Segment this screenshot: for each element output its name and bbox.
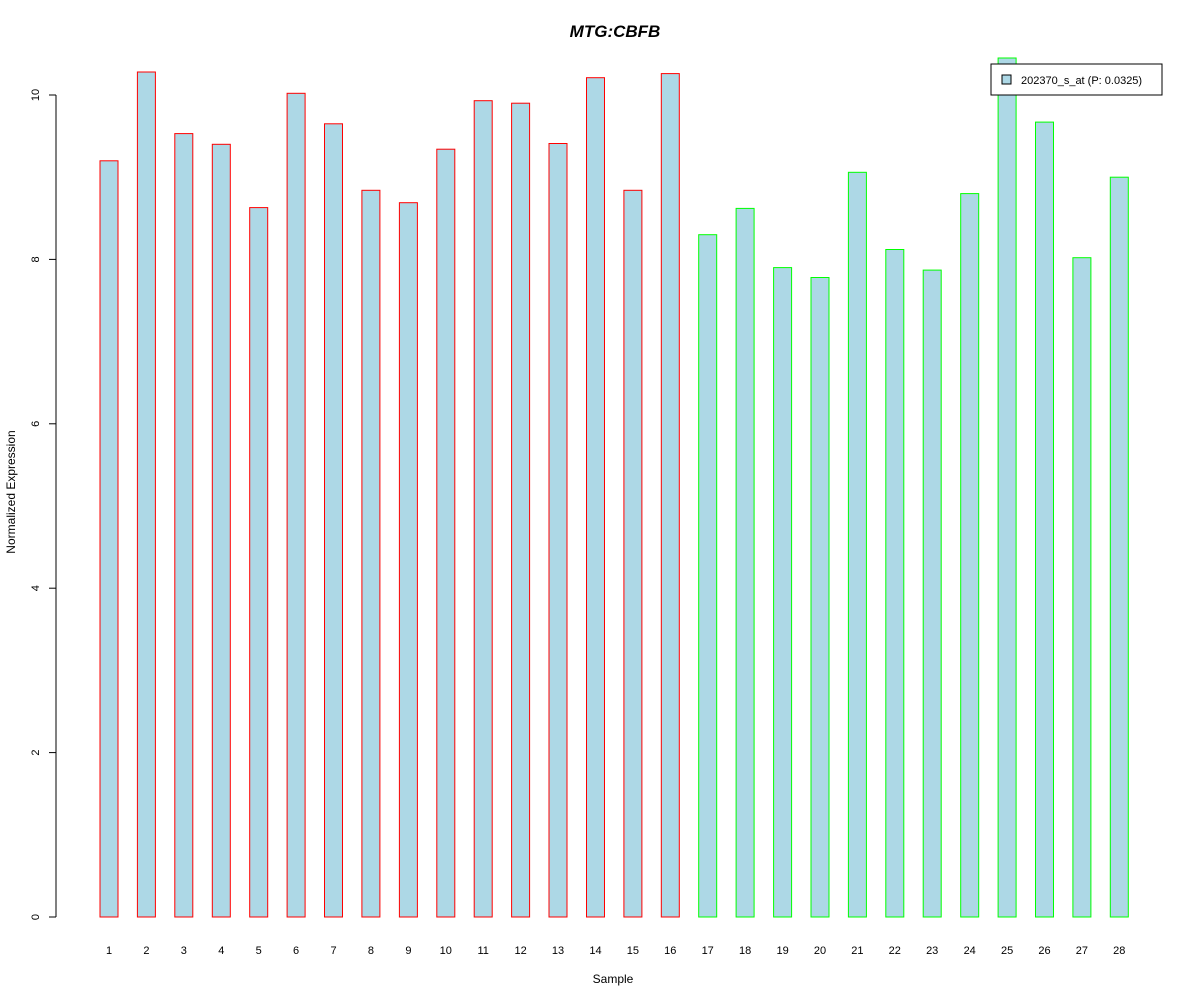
- bar-sample-20: [810, 277, 830, 918]
- legend-swatch: [1001, 74, 1012, 85]
- bar-sample-9: [398, 202, 418, 918]
- y-tick-label: 10: [30, 89, 42, 101]
- bars: [99, 57, 1129, 918]
- bar-sample-10: [436, 148, 456, 918]
- y-tick-label: 2: [30, 750, 42, 756]
- x-tick-label: 27: [1076, 945, 1088, 957]
- x-tick-label: 22: [889, 945, 901, 957]
- x-tick-label: 2: [143, 945, 149, 957]
- x-tick-label: 20: [814, 945, 826, 957]
- bar-sample-3: [174, 133, 194, 918]
- bar-sample-5: [249, 207, 269, 918]
- x-tick-labels: 1 2 3 4 5 6 7 8 9 10 11 12 13 14 15 16 17 18 19 20 21 22 23 24 2…: [106, 945, 1125, 957]
- x-tick-label: 26: [1038, 945, 1050, 957]
- bar-sample-27: [1072, 257, 1092, 918]
- bar-sample-28: [1109, 176, 1129, 918]
- y-axis: 0 2 4 6 8 10: [30, 89, 57, 920]
- x-tick-label: 10: [440, 945, 452, 957]
- legend-box: [990, 63, 1163, 96]
- x-tick-label: 3: [181, 945, 187, 957]
- x-tick-label: 5: [256, 945, 262, 957]
- bar-sample-12: [511, 102, 531, 918]
- bar-sample-24: [960, 193, 980, 918]
- x-tick-label: 13: [552, 945, 564, 957]
- bar-sample-6: [286, 92, 306, 918]
- x-tick-label: 21: [851, 945, 863, 957]
- bar-sample-15: [623, 189, 643, 918]
- y-tick-label: 8: [30, 256, 42, 262]
- y-tick-label: 0: [30, 914, 42, 920]
- bar-sample-19: [773, 267, 793, 918]
- x-tick-label: 19: [776, 945, 788, 957]
- x-tick-label: 28: [1113, 945, 1125, 957]
- chart-title: MTG:CBFB: [570, 22, 661, 41]
- bar-sample-1: [99, 160, 119, 918]
- x-tick-label: 6: [293, 945, 299, 957]
- bar-sample-13: [548, 143, 568, 918]
- x-tick-label: 15: [627, 945, 639, 957]
- x-tick-label: 11: [477, 945, 488, 957]
- bar-sample-25: [997, 57, 1017, 918]
- y-tick-label: 4: [30, 585, 42, 591]
- x-tick-label: 8: [368, 945, 374, 957]
- bar-sample-16: [660, 73, 680, 918]
- x-tick-label: 16: [664, 945, 676, 957]
- bar-sample-23: [922, 269, 942, 918]
- bar-sample-11: [473, 100, 493, 918]
- legend-label: 202370_s_at (P: 0.0325): [1021, 75, 1142, 87]
- legend: 202370_s_at (P: 0.0325): [990, 63, 1163, 96]
- x-tick-label: 25: [1001, 945, 1013, 957]
- x-tick-label: 12: [514, 945, 526, 957]
- bar-sample-8: [361, 189, 381, 918]
- bar-sample-21: [847, 171, 867, 918]
- bar-sample-14: [586, 77, 605, 918]
- bar-sample-17: [698, 234, 718, 918]
- bar-sample-26: [1035, 121, 1054, 918]
- bar-sample-18: [735, 207, 755, 918]
- x-tick-label: 7: [330, 945, 336, 957]
- bar-sample-4: [211, 143, 231, 918]
- x-tick-label: 4: [218, 945, 224, 957]
- x-tick-label: 14: [589, 945, 601, 957]
- x-tick-label: 9: [405, 945, 411, 957]
- bar-sample-2: [136, 71, 156, 918]
- bar-sample-7: [324, 123, 343, 918]
- x-axis-label: Sample: [593, 972, 634, 986]
- y-tick-label: 6: [30, 421, 42, 427]
- x-tick-label: 23: [926, 945, 938, 957]
- x-tick-label: 24: [964, 945, 976, 957]
- x-tick-label: 18: [739, 945, 751, 957]
- x-tick-label: 1: [106, 945, 112, 957]
- bar-sample-22: [885, 249, 905, 918]
- y-axis-label: Normalized Expression: [4, 430, 18, 553]
- x-tick-label: 17: [702, 945, 714, 957]
